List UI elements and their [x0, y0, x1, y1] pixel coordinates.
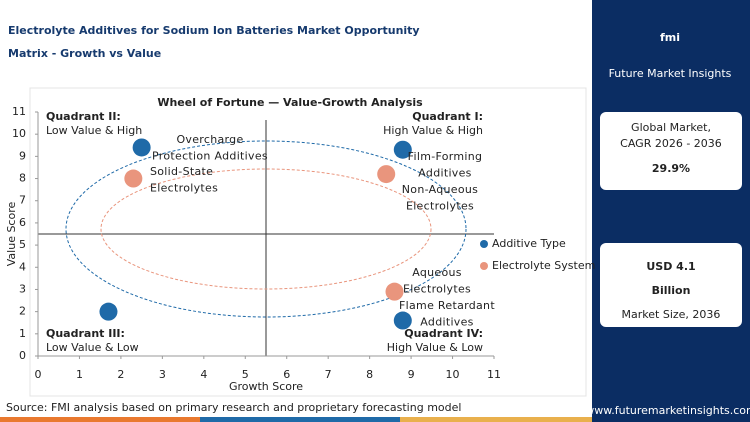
stat-value: Billion: [652, 284, 691, 297]
data-point: [385, 282, 404, 301]
x-tick-label: 8: [366, 368, 373, 381]
guide-ellipse: [100, 168, 432, 290]
x-tick-label: 11: [487, 368, 501, 381]
stat-label: CAGR 2026 - 2036: [620, 137, 722, 150]
y-tick-label: 11: [12, 105, 26, 118]
x-tick-label: 0: [35, 368, 42, 381]
legend-label: Additive Type: [492, 237, 566, 250]
source-note: Source: FMI analysis based on primary re…: [6, 401, 461, 414]
y-axis-label: Value Score: [5, 202, 18, 267]
y-tick-label: 7: [19, 194, 26, 207]
stat-value: USD 4.1: [646, 260, 695, 273]
stat-label: Market Size, 2036: [622, 308, 721, 321]
chart-frame: [29, 87, 587, 397]
color-strip: [200, 417, 400, 422]
color-strip: [0, 417, 200, 422]
point-label: Aqueous: [412, 266, 462, 279]
x-tick-label: 4: [200, 368, 207, 381]
legend-marker: [480, 240, 488, 248]
point-label: Non-Aqueous: [402, 183, 478, 196]
quadrant-subtitle: Low Value & High: [46, 124, 142, 137]
x-tick-label: 2: [117, 368, 124, 381]
y-tick-label: 0: [19, 349, 26, 362]
brand-logo: fmi: [660, 31, 680, 44]
x-axis-label: Growth Score: [229, 380, 303, 393]
data-point: [393, 140, 412, 159]
point-label: Overcharge: [176, 133, 243, 146]
y-tick-label: 3: [19, 282, 26, 295]
x-tick-label: 9: [408, 368, 415, 381]
url: www.futuremarketinsights.com: [585, 404, 750, 417]
point-label: Flame Retardant: [399, 299, 495, 312]
legend-marker: [480, 262, 488, 270]
chart: Wheel of Fortune — Value-Growth Analysis…: [5, 96, 595, 393]
sidebar: [592, 0, 750, 422]
x-tick-label: 3: [159, 368, 166, 381]
point-label: Electrolytes: [150, 182, 218, 195]
y-tick-label: 8: [19, 172, 26, 185]
point-label: Electrolytes: [406, 200, 474, 213]
quadrant-title: Quadrant III:: [46, 327, 125, 340]
stat-label: Global Market,: [631, 121, 711, 134]
data-point: [99, 302, 118, 321]
quadrant-title: Quadrant II:: [46, 110, 121, 123]
y-tick-label: 9: [19, 149, 26, 162]
stat-value: 29.9%: [652, 162, 690, 175]
quadrant-subtitle: High Value & Low: [387, 341, 483, 354]
point-label: Electrolytes: [403, 283, 471, 296]
point-label: Solid-State: [150, 165, 213, 178]
x-tick-label: 6: [283, 368, 290, 381]
page-title: Matrix - Growth vs Value: [8, 47, 161, 60]
point-label: Additives: [418, 167, 471, 180]
data-point: [132, 138, 151, 157]
y-tick-label: 10: [12, 127, 26, 140]
data-point: [393, 311, 412, 330]
guide-ellipse: [65, 140, 467, 318]
chart-title: Wheel of Fortune — Value-Growth Analysis: [157, 96, 423, 109]
quadrant-title: Quadrant IV:: [404, 327, 483, 340]
x-tick-label: 1: [76, 368, 83, 381]
data-point: [124, 169, 143, 188]
point-label: Additives: [420, 316, 473, 329]
quadrant-subtitle: High Value & High: [383, 124, 483, 137]
brand-name: Future Market Insights: [609, 67, 732, 80]
color-strip: [400, 417, 592, 422]
x-tick-label: 7: [325, 368, 332, 381]
x-tick-label: 5: [242, 368, 249, 381]
point-label: Protection Additives: [152, 150, 268, 163]
y-tick-label: 6: [19, 216, 26, 229]
data-point: [377, 165, 396, 184]
quadrant-subtitle: Low Value & Low: [46, 341, 139, 354]
point-label: Film-Forming: [408, 150, 483, 163]
y-tick-label: 5: [19, 238, 26, 251]
y-tick-label: 1: [19, 327, 26, 340]
legend-label: Electrolyte System: [492, 259, 595, 272]
x-tick-label: 10: [446, 368, 460, 381]
stat-box: [600, 112, 742, 190]
page-title: Electrolyte Additives for Sodium Ion Bat…: [8, 24, 420, 37]
y-tick-label: 4: [19, 260, 26, 273]
stat-box: [600, 243, 742, 327]
y-tick-label: 2: [19, 305, 26, 318]
quadrant-title: Quadrant I:: [412, 110, 483, 123]
